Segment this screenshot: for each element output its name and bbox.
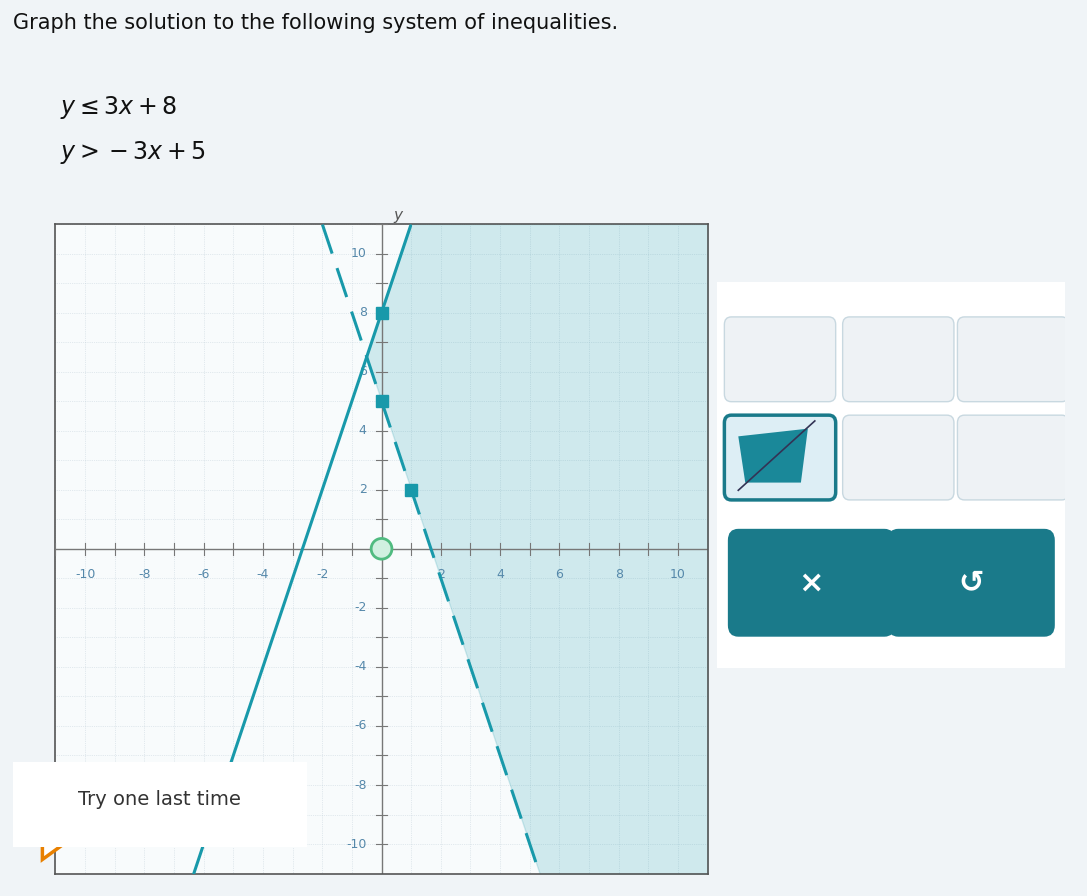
Text: -8: -8 (354, 779, 366, 791)
Circle shape (371, 538, 392, 559)
Text: 4: 4 (496, 568, 504, 581)
Text: -2: -2 (316, 568, 328, 581)
Text: -4: -4 (354, 660, 366, 674)
Text: ×: × (799, 568, 824, 598)
Text: -2: -2 (354, 601, 366, 615)
FancyBboxPatch shape (728, 529, 895, 637)
FancyBboxPatch shape (958, 317, 1069, 401)
Polygon shape (42, 842, 66, 859)
Text: $y>-3x+5$: $y>-3x+5$ (60, 139, 205, 166)
Text: 6: 6 (555, 568, 563, 581)
Text: 10: 10 (670, 568, 686, 581)
FancyBboxPatch shape (724, 317, 836, 401)
Text: 6: 6 (359, 366, 366, 378)
FancyBboxPatch shape (842, 415, 954, 500)
Text: ↺: ↺ (959, 568, 984, 598)
Text: 2: 2 (359, 483, 366, 496)
Text: x: x (717, 553, 727, 568)
Text: Graph the solution to the following system of inequalities.: Graph the solution to the following syst… (13, 13, 619, 33)
Text: -4: -4 (257, 568, 270, 581)
FancyBboxPatch shape (958, 415, 1069, 500)
Text: -10: -10 (75, 568, 96, 581)
Text: 2: 2 (437, 568, 445, 581)
Text: 4: 4 (359, 424, 366, 437)
Text: 8: 8 (615, 568, 623, 581)
Polygon shape (738, 428, 808, 483)
Text: -8: -8 (138, 568, 151, 581)
FancyBboxPatch shape (707, 271, 1076, 679)
FancyBboxPatch shape (842, 317, 954, 401)
Text: y: y (393, 208, 402, 222)
Text: $y\leq3x+8$: $y\leq3x+8$ (60, 94, 177, 121)
FancyBboxPatch shape (888, 529, 1054, 637)
FancyBboxPatch shape (0, 759, 327, 849)
Text: -6: -6 (354, 719, 366, 732)
Text: 8: 8 (359, 306, 366, 319)
Text: -6: -6 (198, 568, 210, 581)
FancyBboxPatch shape (724, 415, 836, 500)
Text: 10: 10 (351, 247, 366, 260)
Text: -10: -10 (347, 838, 366, 850)
Text: Try one last time: Try one last time (78, 790, 241, 809)
